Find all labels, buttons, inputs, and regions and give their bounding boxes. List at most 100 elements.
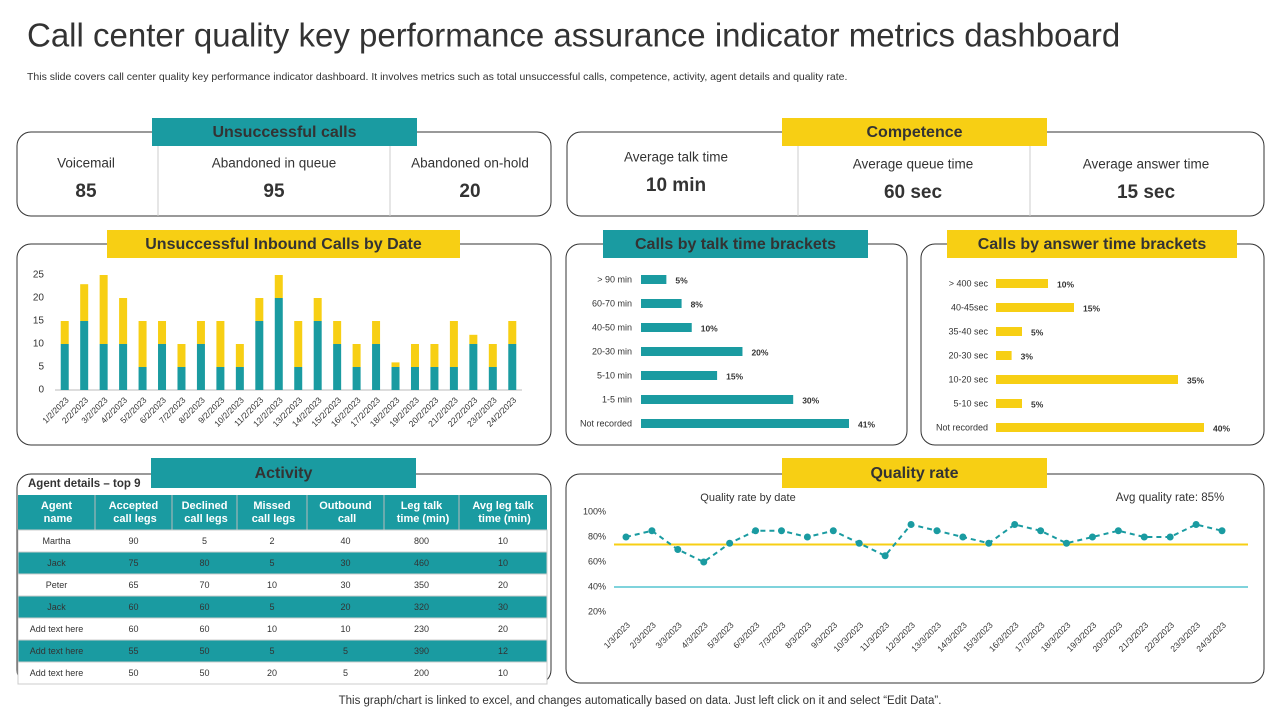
y-tick-label: 100% (583, 506, 606, 516)
value-label: 10% (701, 323, 718, 333)
table-cell: 460 (414, 558, 429, 568)
bar (313, 298, 322, 321)
bar (333, 344, 342, 390)
bar (391, 367, 400, 390)
column-header: Declined call legs (181, 500, 227, 525)
bar (294, 367, 303, 390)
table-cell: Add text here (30, 624, 84, 634)
y-tick-label: 15 (33, 316, 45, 327)
table-cell: Add text here (30, 646, 84, 656)
value-label: 10% (1057, 279, 1074, 289)
table-cell: Jack (47, 602, 66, 612)
point (907, 521, 915, 528)
bar (430, 367, 439, 390)
point (674, 546, 682, 553)
bar (60, 321, 69, 344)
bar (60, 344, 69, 390)
bar (996, 351, 1012, 360)
category-label: > 90 min (597, 274, 632, 284)
label-box (782, 458, 1047, 488)
table-cell: 55 (128, 646, 138, 656)
point (648, 527, 656, 535)
table-cell: 75 (128, 558, 138, 568)
table-cell: 60 (199, 624, 209, 634)
label-box (947, 230, 1237, 258)
table-cell: 200 (414, 668, 429, 678)
table-cell: 20 (498, 624, 508, 634)
column-header: Agent name (41, 500, 73, 525)
point (985, 539, 993, 547)
table-cell: Add text here (30, 668, 84, 678)
kpi-value: 60 sec (884, 182, 943, 203)
bar (255, 298, 264, 321)
value-label: 41% (858, 419, 875, 429)
bar (313, 321, 322, 390)
y-tick-label: 40% (588, 581, 606, 591)
bar (99, 275, 108, 344)
bar (80, 284, 89, 321)
bar (235, 367, 244, 390)
bar (488, 344, 497, 367)
bar (274, 275, 283, 298)
subtitle: This slide covers call center quality ke… (27, 71, 847, 83)
table-cell: 40 (340, 536, 350, 546)
bar (469, 334, 478, 344)
table-cell: 90 (128, 536, 138, 546)
bar (80, 321, 89, 390)
table-cell: 5 (343, 646, 348, 656)
table-row (17, 661, 548, 685)
column-header: Missed call legs (249, 500, 295, 525)
point (829, 527, 837, 535)
table-cell: 350 (414, 580, 429, 590)
value-label: 5% (1031, 327, 1044, 337)
label-box (603, 230, 868, 258)
table-cell: 800 (414, 536, 429, 546)
table-cell: 10 (498, 668, 508, 678)
panel-title: Calls by answer time brackets (978, 236, 1207, 253)
column-header: Accepted call legs (109, 500, 159, 525)
bar (216, 367, 225, 390)
table-cell: 2 (269, 536, 274, 546)
panel-title: Unsuccessful Inbound Calls by Date (145, 236, 422, 253)
point (1140, 533, 1148, 541)
bar (274, 298, 283, 390)
table-row (17, 595, 548, 619)
bar (641, 347, 743, 356)
bar (996, 375, 1178, 384)
table-cell: 50 (199, 668, 209, 678)
point (622, 533, 630, 541)
bar (294, 321, 303, 367)
bar (641, 275, 667, 284)
table-row (17, 529, 548, 553)
point (726, 539, 734, 547)
bar (119, 298, 128, 344)
line (625, 523, 1223, 564)
point (1011, 521, 1019, 528)
point (1063, 539, 1071, 547)
point (1192, 521, 1200, 528)
column-header: Leg talk time (min) (394, 500, 450, 525)
value-label: 35% (1187, 375, 1204, 385)
category-label: Not recorded (936, 422, 988, 432)
table-cell: 70 (199, 580, 209, 590)
table-cell: 5 (343, 668, 348, 678)
category-label: Not recorded (580, 418, 632, 428)
table-row (17, 551, 548, 575)
category-label: 35-40 sec (948, 326, 988, 336)
category-label: 1-5 min (602, 394, 632, 404)
value-label: 8% (691, 299, 704, 309)
table-cell: 20 (267, 668, 277, 678)
bar (177, 367, 186, 390)
annotation: Quality rate by date (700, 492, 795, 504)
table-cell: 230 (414, 624, 429, 634)
bar (469, 344, 478, 390)
table-cell: 5 (269, 558, 274, 568)
bar (996, 423, 1204, 432)
point (959, 533, 967, 541)
title: Call center quality key performance assu… (27, 17, 1120, 54)
bar (119, 344, 128, 390)
value-label: 15% (726, 371, 743, 381)
category-label: 5-10 min (597, 370, 632, 380)
bar (641, 323, 692, 332)
bar (508, 321, 517, 344)
